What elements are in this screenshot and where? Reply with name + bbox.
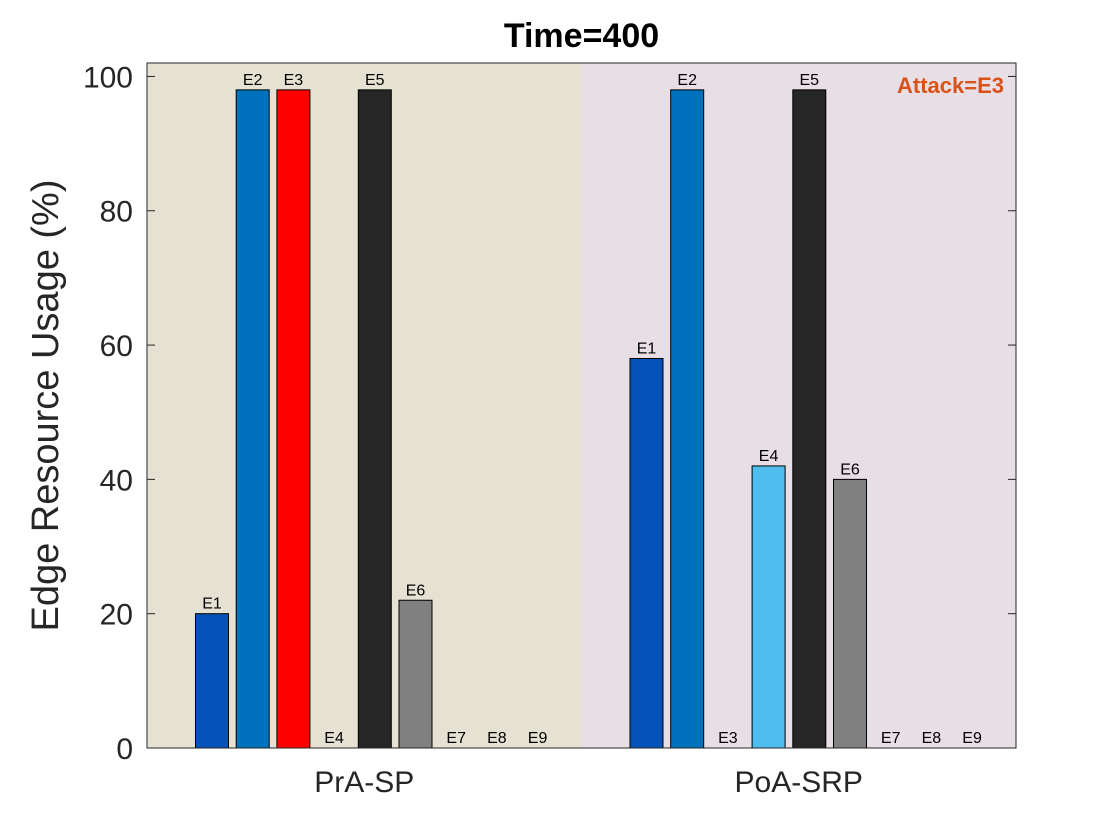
y-tick-label-100: 100 — [83, 61, 133, 94]
bar-label-pra-sp-e5: E5 — [365, 72, 385, 89]
bar-pra-sp-e3 — [276, 89, 311, 749]
bar-label-pra-sp-e2: E2 — [243, 72, 263, 89]
bar-label-poa-srp-e2: E2 — [677, 72, 697, 89]
bar-label-poa-srp-e3: E3 — [718, 730, 738, 747]
x-tick-label-poa-srp: PoA-SRP — [735, 766, 863, 799]
bar-poa-srp-e2 — [670, 89, 705, 749]
x-tick-label-pra-sp: PrA-SP — [314, 766, 414, 799]
x-axis-ticks: PrA-SP PoA-SRP — [314, 766, 863, 799]
y-tick-label-40: 40 — [100, 464, 133, 497]
y-tick-label-60: 60 — [100, 330, 133, 363]
bar-label-pra-sp-e8: E8 — [487, 730, 507, 747]
attack-annotation: Attack=E3 — [897, 73, 1004, 98]
bar-poa-srp-e1 — [629, 357, 664, 749]
y-tick-label-20: 20 — [100, 599, 133, 632]
bar-poa-srp-e6 — [833, 478, 867, 749]
bar-poa-srp-e4 — [751, 465, 786, 749]
bar-label-poa-srp-e5: E5 — [800, 72, 820, 89]
bar-label-poa-srp-e6: E6 — [840, 461, 860, 478]
bar-label-pra-sp-e6: E6 — [406, 582, 426, 599]
axes-frame — [146, 62, 1017, 749]
bar-pra-sp-e1 — [195, 613, 229, 749]
bar-label-poa-srp-e9: E9 — [962, 730, 982, 747]
bars — [195, 89, 867, 749]
y-tick-label-0: 0 — [116, 733, 133, 766]
chart-title: Time=400 — [504, 17, 659, 55]
bar-pra-sp-e2 — [235, 89, 270, 749]
bar-label-poa-srp-e8: E8 — [922, 730, 942, 747]
bar-label-poa-srp-e4: E4 — [759, 448, 779, 465]
bar-label-pra-sp-e3: E3 — [284, 72, 304, 89]
bar-label-pra-sp-e7: E7 — [446, 730, 466, 747]
bar-labels: E1 E2 E3 E4 E5 E6 E7 E8 E9 E1 E2 E3 E4 E5 E6 E7 E8 E9 — [202, 72, 982, 747]
bar-label-poa-srp-e7: E7 — [881, 730, 901, 747]
y-tick-label-80: 80 — [100, 196, 133, 229]
bar-poa-srp-e5 — [792, 89, 827, 749]
bar-pra-sp-e5 — [357, 89, 392, 749]
bar-label-poa-srp-e1: E1 — [637, 340, 657, 357]
bar-label-pra-sp-e1: E1 — [202, 596, 222, 613]
bar-pra-sp-e6 — [398, 599, 433, 749]
bar-label-pra-sp-e9: E9 — [528, 730, 548, 747]
y-axis-label: Edge Resource Usage (%) — [25, 180, 67, 632]
bar-label-pra-sp-e4: E4 — [324, 730, 344, 747]
y-axis-ticks: 0 20 40 60 80 100 — [83, 61, 1016, 766]
